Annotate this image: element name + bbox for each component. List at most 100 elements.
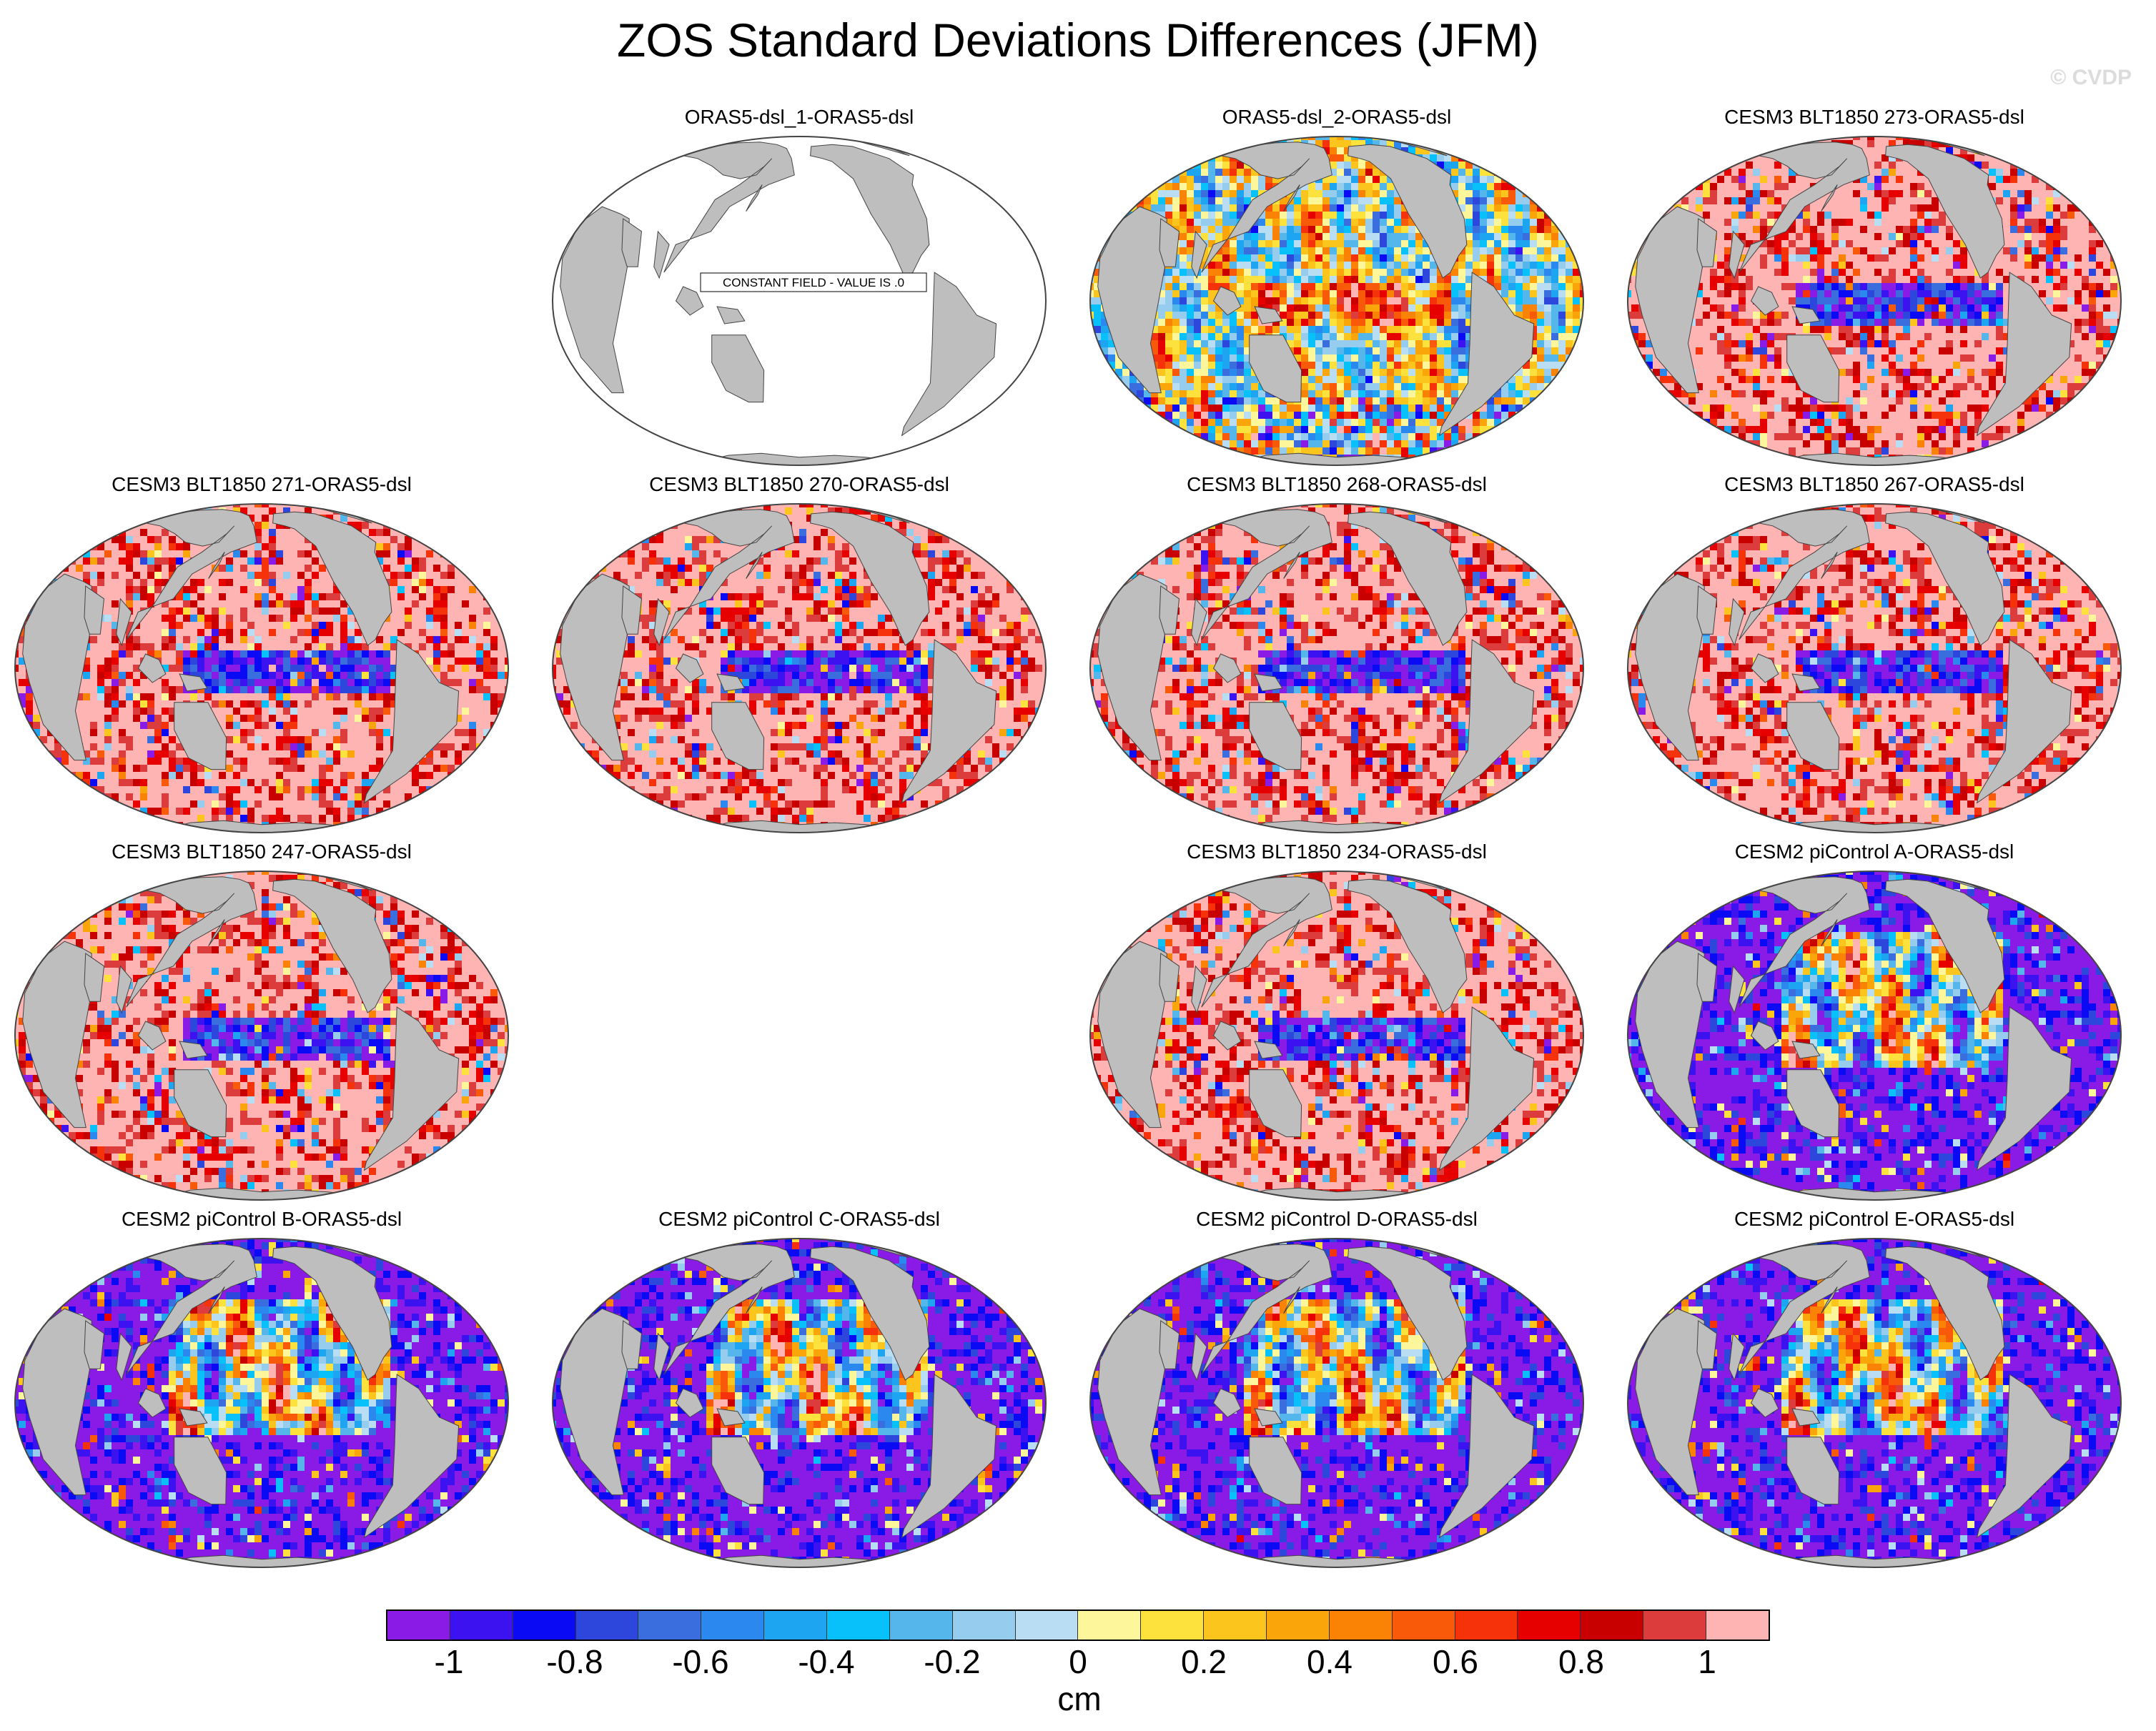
field-cell: [1187, 254, 1194, 262]
field-cell: [1760, 190, 1767, 197]
field-cell: [1165, 440, 1172, 447]
map-outline: [552, 136, 1047, 466]
field-cell: [1308, 276, 1315, 283]
field-cell: [1932, 197, 1939, 204]
field-cell: [1251, 137, 1258, 140]
field-cell: [1774, 169, 1781, 176]
field-cell: [1301, 219, 1308, 226]
field-cell: [1108, 162, 1115, 169]
field-cell: [1889, 226, 1896, 233]
field-cell: [1280, 326, 1287, 333]
field-cell: [1401, 304, 1408, 312]
field-cell: [1151, 176, 1158, 183]
field-cell: [1566, 462, 1573, 465]
field-cell: [1373, 283, 1380, 290]
field-cell: [1451, 262, 1458, 269]
field-cell: [2039, 169, 2046, 176]
field-cell: [1180, 190, 1187, 197]
field-cell: [2039, 140, 2046, 147]
field-cell: [1824, 276, 1831, 283]
field-cell: [1330, 362, 1337, 369]
field-cell: [1090, 433, 1094, 440]
field-cell: [1237, 362, 1244, 369]
field-cell: [1294, 326, 1301, 333]
field-cell: [1867, 183, 1874, 190]
field-cell: [1774, 290, 1781, 297]
field-cell: [1465, 297, 1473, 304]
field-cell: [1917, 183, 1924, 190]
field-cell: [1201, 347, 1208, 354]
field-cell: [1760, 276, 1767, 283]
field-cell: [1115, 383, 1122, 390]
field-cell: [1365, 190, 1373, 197]
field-cell: [1194, 362, 1201, 369]
field-cell: [1215, 369, 1222, 376]
field-cell: [2110, 290, 2117, 297]
field-cell: [1187, 140, 1194, 147]
field-cell: [1244, 433, 1251, 440]
field-cell: [2117, 197, 2121, 204]
field-cell: [1094, 140, 1101, 147]
field-cell: [1373, 290, 1380, 297]
field-cell: [1373, 326, 1380, 333]
field-cell: [1473, 440, 1480, 447]
field-cell: [1746, 226, 1753, 233]
field-cell: [1731, 219, 1739, 226]
field-cell: [1681, 162, 1688, 169]
field-cell: [1473, 455, 1480, 462]
field-cell: [1351, 376, 1358, 383]
field-cell: [2103, 137, 2110, 140]
field-cell: [1537, 333, 1544, 340]
field-cell: [1151, 462, 1158, 465]
field-cell: [2039, 247, 2046, 254]
field-cell: [1101, 204, 1108, 212]
field-cell: [1444, 405, 1451, 412]
field-cell: [1165, 326, 1172, 333]
field-cell: [1308, 219, 1315, 226]
field-cell: [1315, 283, 1322, 290]
field-cell: [1101, 140, 1108, 147]
field-cell: [1344, 283, 1351, 290]
field-cell: [1653, 154, 1660, 162]
field-cell: [1580, 455, 1583, 462]
field-cell: [1187, 283, 1194, 290]
field-cell: [1810, 240, 1817, 247]
field-cell: [1551, 254, 1558, 262]
field-cell: [1458, 304, 1465, 312]
field-cell: [1753, 154, 1760, 162]
field-cell: [1544, 254, 1551, 262]
field-cell: [1774, 262, 1781, 269]
field-cell: [1544, 176, 1551, 183]
field-cell: [1917, 262, 1924, 269]
field-cell: [1889, 262, 1896, 269]
field-cell: [1501, 269, 1508, 276]
field-cell: [1208, 462, 1215, 465]
field-cell: [1544, 247, 1551, 254]
field-cell: [1437, 405, 1444, 412]
field-cell: [1860, 240, 1867, 247]
field-cell: [1122, 190, 1129, 197]
field-cell: [1896, 204, 1903, 212]
field-cell: [1237, 419, 1244, 426]
field-cell: [2039, 204, 2046, 212]
field-cell: [1551, 319, 1558, 326]
field-cell: [1473, 190, 1480, 197]
field-cell: [1573, 462, 1580, 465]
field-cell: [1667, 147, 1674, 154]
field-cell: [1122, 390, 1129, 397]
field-cell: [1781, 290, 1789, 297]
field-cell: [1760, 226, 1767, 233]
field-cell: [1551, 297, 1558, 304]
field-cell: [1444, 376, 1451, 383]
field-cell: [1874, 147, 1881, 154]
field-cell: [1365, 440, 1373, 447]
field-cell: [1487, 276, 1494, 283]
field-cell: [1287, 412, 1294, 419]
field-cell: [1480, 176, 1487, 183]
field-cell: [1508, 297, 1515, 304]
field-cell: [1351, 304, 1358, 312]
field-cell: [1924, 219, 1932, 226]
field-cell: [1967, 254, 1974, 262]
field-cell: [1272, 283, 1280, 290]
field-cell: [1508, 455, 1515, 462]
